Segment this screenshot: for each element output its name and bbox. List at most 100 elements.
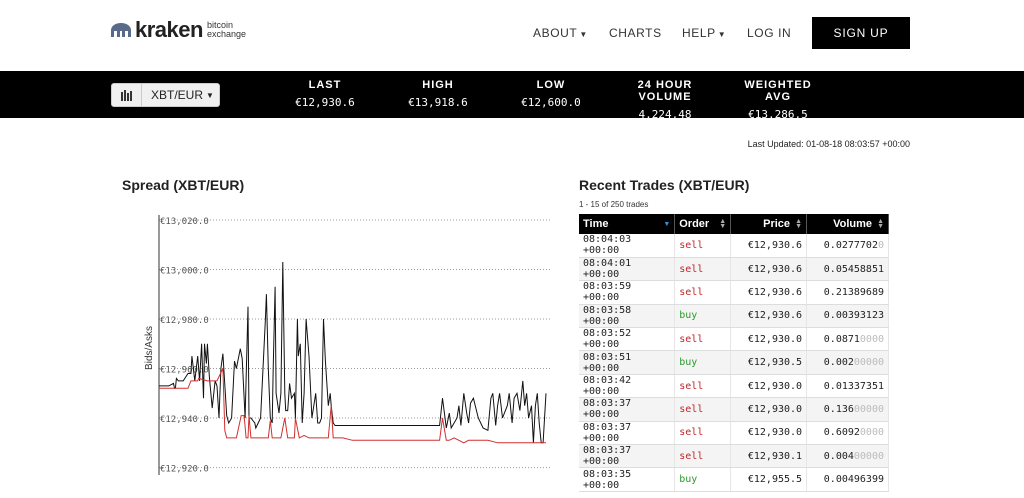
cell-order: sell bbox=[674, 257, 732, 282]
table-header-row: Time ▼ Order ▲ ▼ Price ▲ ▼ Volume ▲ ▼ bbox=[579, 214, 889, 234]
volume-padding: 0000 bbox=[859, 427, 884, 439]
nav-charts-label: CHARTS bbox=[609, 26, 662, 40]
stat-weighted-avg: WEIGHTED AVG €13,286.5 bbox=[732, 79, 824, 121]
caret-down-icon: ▼ bbox=[579, 30, 588, 39]
cell-time: 08:03:58 +00:00 bbox=[579, 304, 676, 329]
y-tick-label: €13,020.0 bbox=[160, 217, 209, 227]
cell-order: sell bbox=[674, 397, 732, 422]
cell-price: €12,930.0 bbox=[730, 327, 808, 352]
table-row: 08:03:42 +00:00 sell €12,930.0 0.01337351 bbox=[579, 374, 889, 399]
table-row: 08:04:01 +00:00 sell €12,930.6 0.05458851 bbox=[579, 257, 889, 282]
volume-value: 0.00393123 bbox=[823, 310, 884, 322]
y-tick-label: €12,980.0 bbox=[160, 316, 209, 326]
cell-order: sell bbox=[674, 444, 732, 469]
volume-padding: 00000 bbox=[853, 450, 884, 462]
table-row: 08:03:52 +00:00 sell €12,930.0 0.08710000 bbox=[579, 327, 889, 352]
logo-sub-line-1: bitcoin bbox=[206, 20, 233, 30]
cell-price: €12,930.6 bbox=[730, 304, 808, 329]
sort-icon: ▲ ▼ bbox=[877, 218, 884, 230]
cell-order: sell bbox=[674, 374, 732, 399]
nav-charts[interactable]: CHARTS bbox=[609, 26, 662, 40]
cell-order: buy bbox=[674, 304, 732, 329]
nav-login[interactable]: LOG IN bbox=[747, 26, 791, 40]
table-row: 08:03:35 +00:00 buy €12,955.5 0.00496399 bbox=[579, 467, 889, 492]
volume-padding: 00000 bbox=[853, 357, 884, 369]
stat-value: €12,600.0 bbox=[521, 96, 581, 109]
stat-value: €12,930.6 bbox=[295, 96, 355, 109]
chart-series bbox=[159, 261, 547, 444]
col-volume[interactable]: Volume ▲ ▼ bbox=[806, 214, 889, 234]
recent-trades-title: Recent Trades (XBT/EUR) bbox=[579, 177, 750, 193]
cell-volume: 0.13600000 bbox=[806, 397, 889, 422]
cell-volume: 0.00400000 bbox=[806, 444, 889, 469]
y-tick-label: €12,920.0 bbox=[160, 465, 209, 475]
cell-time: 08:04:01 +00:00 bbox=[579, 257, 676, 282]
table-row: 08:03:37 +00:00 sell €12,930.1 0.00400000 bbox=[579, 444, 889, 469]
cell-volume: 0.05458851 bbox=[806, 257, 889, 282]
volume-value: 0.0277702 bbox=[823, 239, 878, 251]
cell-price: €12,930.0 bbox=[730, 374, 808, 399]
nav-login-label: LOG IN bbox=[747, 26, 792, 40]
cell-price: €12,930.0 bbox=[730, 397, 808, 422]
stat-value: 4,224.48 bbox=[638, 108, 692, 121]
pair-selector[interactable]: XBT/EUR ▼ bbox=[111, 83, 220, 107]
table-row: 08:03:37 +00:00 sell €12,930.0 0.60920000 bbox=[579, 421, 889, 446]
cell-price: €12,955.5 bbox=[730, 467, 808, 492]
table-row: 08:03:59 +00:00 sell €12,930.6 0.21389689 bbox=[579, 280, 889, 305]
col-price[interactable]: Price ▲ ▼ bbox=[730, 214, 808, 234]
recent-trades-table: Time ▼ Order ▲ ▼ Price ▲ ▼ Volume ▲ ▼ 08:04:03 … bbox=[579, 214, 889, 492]
last-updated: Last Updated: 01-08-18 08:03:57 +00:00 bbox=[747, 139, 910, 149]
series-line-bids bbox=[159, 368, 546, 444]
nav-help[interactable]: HELP ▼ bbox=[682, 26, 726, 40]
stat-high: HIGH €13,918.6 bbox=[408, 79, 468, 109]
cell-price: €12,930.1 bbox=[730, 444, 808, 469]
cell-price: €12,930.6 bbox=[730, 280, 808, 305]
stat-label: LOW bbox=[536, 79, 566, 91]
sort-icon: ▲ ▼ bbox=[795, 218, 803, 230]
cell-order: buy bbox=[674, 350, 732, 375]
series-line-asks bbox=[159, 261, 547, 444]
cell-price: €12,930.6 bbox=[730, 257, 808, 282]
volume-value: 0.01337351 bbox=[823, 380, 884, 392]
cell-order: sell bbox=[674, 327, 732, 352]
volume-value: 0.0871 bbox=[823, 333, 860, 345]
cell-volume: 0.60920000 bbox=[806, 421, 889, 446]
caret-down-icon: ▼ bbox=[717, 30, 727, 39]
col-price-label: Price bbox=[763, 218, 791, 230]
cell-price: €12,930.5 bbox=[730, 350, 808, 375]
chart-grid: €13,020.0 €13,000.0 €12,980.0 €12,960.0 €12,… bbox=[159, 217, 550, 475]
cell-price: €12,930.0 bbox=[730, 421, 808, 446]
stat-label: 24 HOUR VOLUME bbox=[637, 79, 693, 103]
nav-about[interactable]: ABOUT ▼ bbox=[533, 26, 588, 40]
volume-value: 0.002 bbox=[823, 357, 854, 369]
sign-up-button[interactable]: SIGN UP bbox=[812, 17, 910, 49]
col-time-label: Time bbox=[583, 218, 609, 230]
logo-wordmark: kraken bbox=[135, 17, 203, 42]
cell-time: 08:03:52 +00:00 bbox=[579, 327, 676, 352]
table-row: 08:03:51 +00:00 buy €12,930.5 0.00200000 bbox=[579, 350, 889, 375]
col-order[interactable]: Order ▲ ▼ bbox=[674, 214, 732, 234]
cell-volume: 0.01337351 bbox=[806, 374, 889, 399]
volume-value: 0.05458851 bbox=[823, 263, 884, 275]
nav-about-label: ABOUT bbox=[533, 26, 578, 40]
cell-order: sell bbox=[674, 234, 732, 258]
volume-value: 0.00496399 bbox=[823, 474, 884, 486]
kraken-logo[interactable]: kraken bitcoin exchange bbox=[110, 19, 246, 41]
stat-label: WEIGHTED AVG bbox=[744, 79, 812, 103]
volume-value: 0.136 bbox=[823, 403, 854, 415]
ticker-bar: XBT/EUR ▼ LAST €12,930.6 HIGH €13,918.6 … bbox=[0, 71, 1024, 121]
cell-time: 08:03:37 +00:00 bbox=[579, 421, 676, 446]
caret-down-icon: ▼ bbox=[206, 90, 214, 100]
col-volume-label: Volume bbox=[833, 218, 872, 230]
col-time[interactable]: Time ▼ bbox=[579, 214, 676, 234]
table-row: 08:03:58 +00:00 buy €12,930.6 0.00393123 bbox=[579, 304, 889, 329]
col-order-label: Order bbox=[679, 218, 710, 230]
cell-time: 08:03:35 +00:00 bbox=[579, 467, 676, 492]
table-row: 08:03:37 +00:00 sell €12,930.0 0.13600000 bbox=[579, 397, 889, 422]
stat-value: €13,286.5 bbox=[748, 108, 808, 121]
spread-chart: €13,020.0 €13,000.0 €12,980.0 €12,960.0 €12,… bbox=[144, 215, 550, 475]
table-row: 08:04:03 +00:00 sell €12,930.6 0.02777020 bbox=[579, 234, 889, 258]
cell-volume: 0.00393123 bbox=[806, 304, 889, 329]
cell-volume: 0.00200000 bbox=[806, 350, 889, 375]
cell-volume: 0.08710000 bbox=[806, 327, 889, 352]
